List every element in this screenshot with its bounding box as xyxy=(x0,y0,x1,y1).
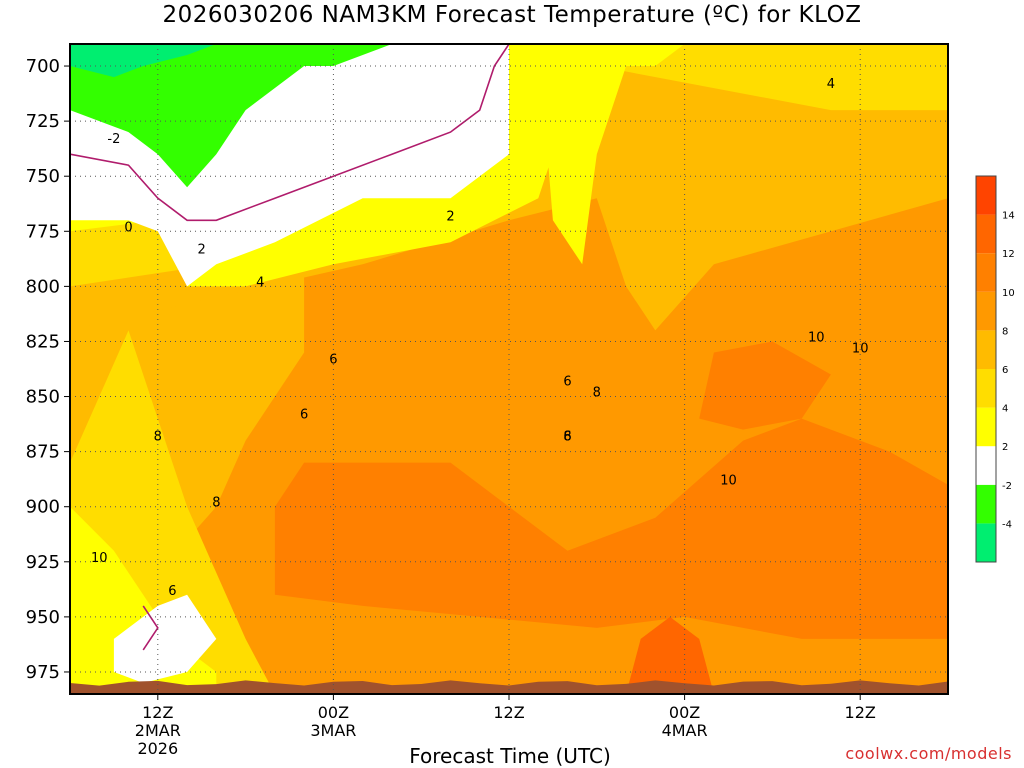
colorbar-swatch xyxy=(976,369,996,408)
colorbar-swatch xyxy=(976,214,996,254)
x-tick-label: 2MAR xyxy=(135,721,181,740)
colorbar-swatch xyxy=(976,523,996,562)
grid xyxy=(70,44,948,694)
colorbar-label: 10 xyxy=(1002,288,1015,299)
freezing-line-low xyxy=(142,605,159,651)
band-2-4-tongue xyxy=(509,44,685,265)
colorbar-label: -4 xyxy=(1002,519,1012,530)
colorbar-label: 8 xyxy=(1002,326,1008,337)
colorbar-swatch xyxy=(976,253,996,292)
x-tick-label: 00Z xyxy=(318,703,349,722)
contour-label: 8 xyxy=(563,430,571,445)
colorbar-swatch xyxy=(976,446,996,485)
y-tick-label: 825 xyxy=(26,331,60,352)
x-tick-label: 00Z xyxy=(669,703,700,722)
contour-label: 10 xyxy=(808,330,825,345)
y-tick-label: 900 xyxy=(26,497,60,518)
band-10-12 xyxy=(274,418,948,639)
contour-label: 10 xyxy=(852,341,869,356)
x-axis-title: Forecast Time (UTC) xyxy=(409,744,611,768)
y-tick-label: 925 xyxy=(26,552,60,573)
contour-label: 0 xyxy=(124,220,132,235)
colorbar: -4 -2 2 4 6 8 10 12 14 xyxy=(975,175,1015,563)
colorbar-swatch xyxy=(976,484,996,524)
contour-label: 4 xyxy=(256,275,264,290)
y-tick-label: 950 xyxy=(26,607,60,628)
colorbar-label: -2 xyxy=(1002,481,1012,492)
y-tick-label: 850 xyxy=(26,387,60,408)
ground xyxy=(70,680,948,694)
x-tick-label: 3MAR xyxy=(310,721,356,740)
y-tick-label: 975 xyxy=(26,662,60,683)
contour-label: 10 xyxy=(720,474,737,489)
contour-label: 8 xyxy=(212,496,220,511)
credit-text: coolwx.com/models xyxy=(845,744,1012,763)
x-tick-label: 12Z xyxy=(142,703,173,722)
contour-label: 8 xyxy=(154,430,162,445)
colorbar-label: 6 xyxy=(1002,365,1008,376)
y-tick-label: 700 xyxy=(26,56,60,77)
y-tick-label: 750 xyxy=(26,166,60,187)
contour-label: 10 xyxy=(91,551,108,566)
y-tick-label: 875 xyxy=(26,442,60,463)
contour-label: 6 xyxy=(168,584,176,599)
x-tick-label: 4MAR xyxy=(662,721,708,740)
colorbar-swatch xyxy=(976,176,996,215)
colorbar-frame xyxy=(975,175,997,563)
contour-label: -2 xyxy=(107,132,120,147)
x-tick-label: 2026 xyxy=(137,739,178,758)
colorbar-label: 2 xyxy=(1002,442,1008,453)
band-12-14 xyxy=(626,616,714,694)
contour-label: 4 xyxy=(827,77,835,92)
y-tick-label: 725 xyxy=(26,111,60,132)
contour-label: 6 xyxy=(329,352,337,367)
contour-label: 2 xyxy=(198,242,206,257)
contour-label: 8 xyxy=(593,386,601,401)
colorbar-swatch xyxy=(976,407,996,447)
colorbar-label: 12 xyxy=(1002,249,1015,260)
x-tick-label: 12Z xyxy=(493,703,524,722)
x-tick-label: 12Z xyxy=(845,703,876,722)
contour-label: 6 xyxy=(300,408,308,423)
contour-label: 6 xyxy=(563,430,571,445)
y-tick-label: 800 xyxy=(26,276,60,297)
contour-label: 2 xyxy=(446,209,454,224)
colorbar-swatch xyxy=(976,330,996,369)
y-tick-label: 775 xyxy=(26,221,60,242)
contour-label: 6 xyxy=(563,375,571,390)
axes: 70072575077580082585087590092595097512Z2… xyxy=(26,43,949,758)
colorbar-swatch xyxy=(976,291,996,331)
colorbar-label: 4 xyxy=(1002,404,1008,415)
band-10-12-upper xyxy=(699,341,831,430)
colorbar-label: 14 xyxy=(1002,211,1015,222)
chart-title: 2026030206 NAM3KM Forecast Temperature (… xyxy=(162,2,862,28)
freezing-line xyxy=(70,44,510,222)
band-below-minus4 xyxy=(70,44,217,78)
